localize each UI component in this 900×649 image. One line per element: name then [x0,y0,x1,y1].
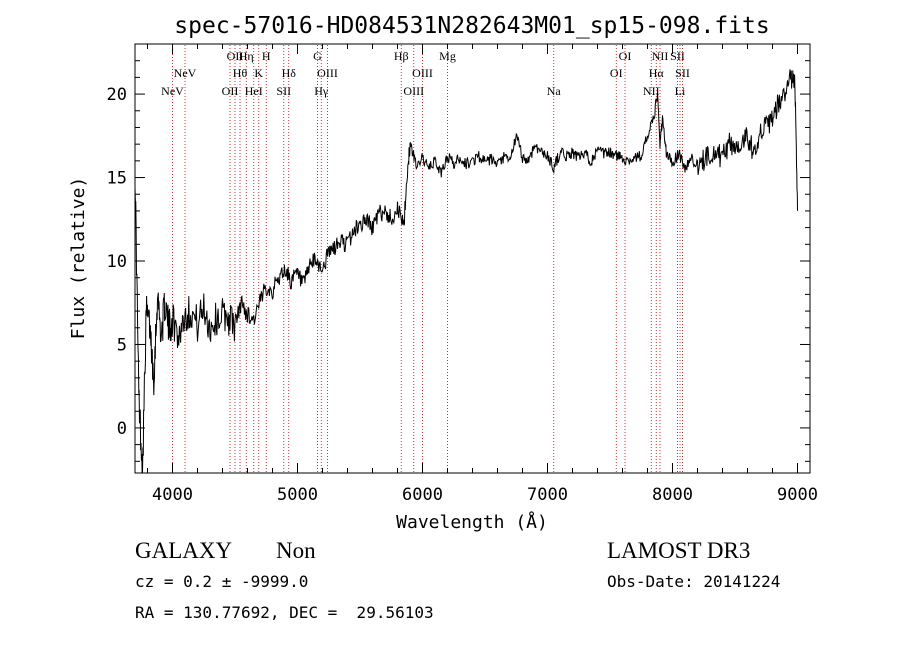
y-tick-label-3: 15 [107,169,127,189]
subclass-label: Non [276,538,316,563]
class-label: GALAXY [135,538,233,563]
line-label-13: OIII [317,66,338,80]
line-label-8: H [262,49,271,63]
coords-text: RA = 130.77692, DEC = 29.56103 [135,603,434,622]
line-label-3: OII [227,49,244,63]
line-label-20: OI [619,49,632,63]
line-label-1: NeV [174,66,197,80]
x-tick-label-4: 8000 [652,485,693,505]
line-label-4: Hθ [233,66,248,80]
x-tick-label-5: 9000 [777,485,818,505]
x-axis: 4000 5000 6000 7000 8000 9000 [147,44,818,505]
line-label-23: NII [652,49,669,63]
line-label-9: SII [276,84,291,98]
line-label-25: Li [675,84,686,98]
chart-title: spec-57016-HD084531N282643M01_sp15-098.f… [174,13,769,39]
line-label-6: HeI [245,84,263,98]
plot-frame [134,43,811,474]
y-axis-label: Flux (relative) [68,177,89,340]
line-label-7: K [254,66,263,80]
obs-date-text: Obs-Date: 20141224 [607,572,781,591]
line-label-26: SII [675,66,690,80]
line-label-16: OIII [412,66,433,80]
line-label-12: Hγ [314,84,329,98]
line-label-22: Hα [649,66,665,80]
line-label-2: OII [222,84,239,98]
spectrum-series [134,69,798,474]
y-tick-label-1: 5 [117,335,127,355]
y-tick-label-4: 20 [107,85,127,105]
survey-label: LAMOST DR3 [607,538,751,563]
line-label-5: Hη [239,49,254,63]
x-tick-label-0: 4000 [152,485,193,505]
redshift-text: cz = 0.2 ± -9999.0 [135,572,309,591]
line-label-0: NeV [161,84,184,98]
x-tick-label-2: 6000 [402,485,443,505]
line-label-19: OI [610,66,623,80]
line-label-24: SII [670,49,685,63]
line-label-11: G [313,49,322,63]
y-tick-label-0: 0 [117,419,127,439]
y-tick-label-2: 10 [107,252,127,272]
line-markers [172,45,683,472]
x-tick-label-1: 5000 [277,485,318,505]
spectrum-line-0 [134,69,798,474]
y-axis: 0 5 10 15 20 [107,60,810,462]
x-axis-label: Wavelength (Å) [396,511,548,533]
line-labels: NeVNeVOIIOIIHθHηHeIKHSIIHδGHγOIIIHβOIIIO… [161,49,690,98]
line-label-14: Hβ [394,49,409,63]
line-label-18: Na [547,84,562,98]
x-tick-label-3: 7000 [527,485,568,505]
line-label-21: NII [643,84,660,98]
line-label-17: Mg [439,49,456,63]
line-label-15: OIII [403,84,424,98]
line-label-10: Hδ [282,66,297,80]
